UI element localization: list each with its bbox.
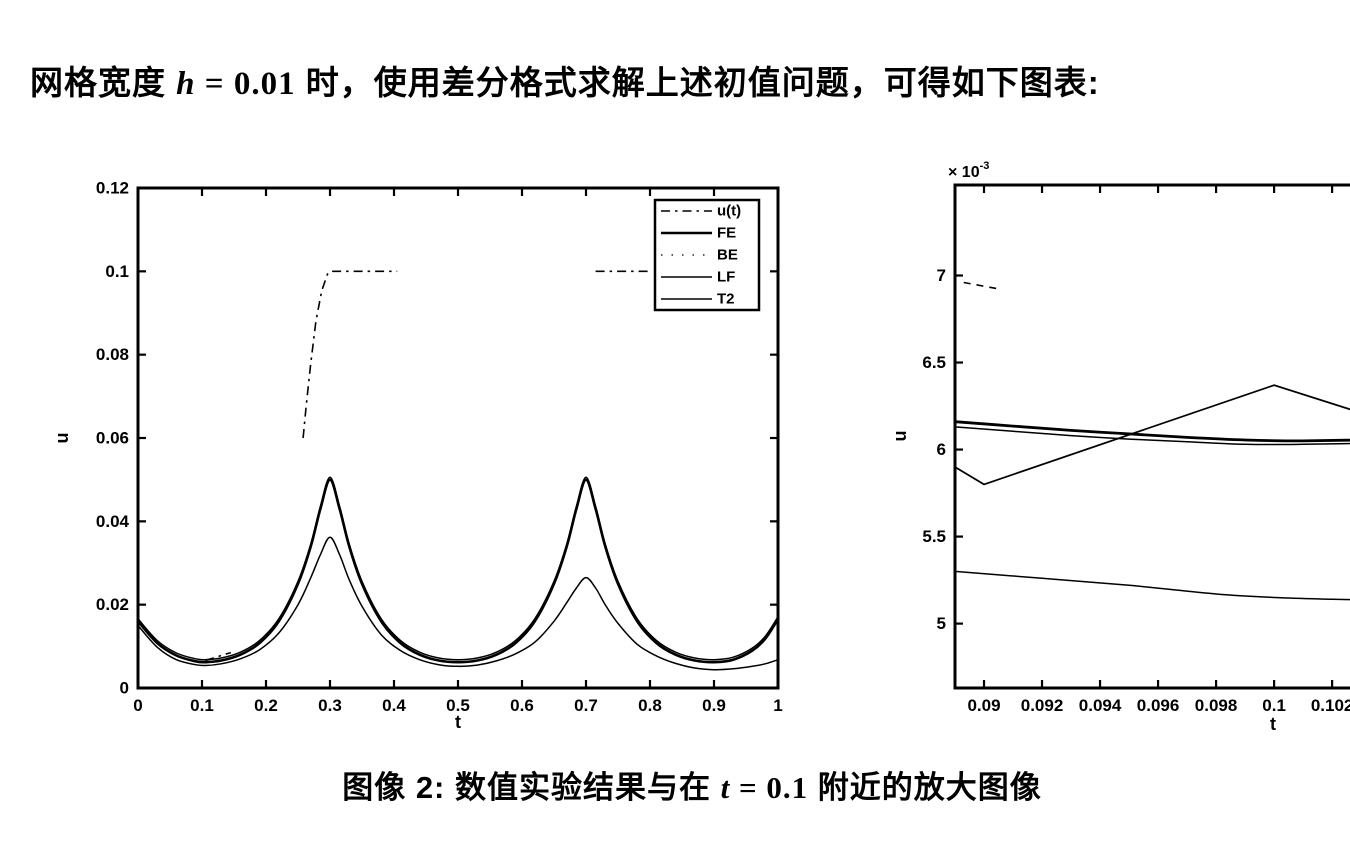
y-tick-label: 5.5 — [922, 527, 946, 546]
y-tick-label: 0.04 — [96, 512, 130, 531]
overview-legend: u(t) FE BE LF T2 — [653, 198, 761, 312]
x-tick-label: 0.096 — [1137, 696, 1180, 715]
y-tick-label: 6 — [937, 440, 946, 459]
zoom-xlabel: t — [1270, 714, 1276, 734]
caption-text-after: 附近的放大图像 — [808, 770, 1042, 805]
overview-ylabel: u — [52, 433, 72, 444]
zoom-series-FE — [954, 420, 1350, 443]
x-tick-label: 0.8 — [638, 696, 662, 715]
x-tick-label: 0.098 — [1195, 696, 1238, 715]
zoom-series-u(t) — [963, 281, 1002, 291]
x-tick-label: 0.094 — [1079, 696, 1122, 715]
y-tick-label: 0.12 — [96, 179, 129, 198]
legend-label-BE: BE — [717, 247, 738, 264]
zoom-series-LF — [954, 384, 1350, 486]
caption-math-variable: t — [720, 770, 731, 805]
overview-axes: 0 0.1 0.2 0.3 0.4 0.5 0.6 0.7 0.8 0.9 1 0 0.02 0.04 0.… — [52, 179, 783, 733]
x-tick-label: 0.3 — [318, 696, 342, 715]
x-tick-label: 0.5 — [446, 696, 470, 715]
figure-caption: 图像 2: 数值实验结果与在 t = 0.1 附近的放大图像 — [0, 762, 1350, 807]
x-tick-label: 0.7 — [574, 696, 598, 715]
zoom-y-exponent-label: × 10-3 — [948, 160, 989, 181]
overview-series-T2 — [137, 536, 779, 671]
y-tick-label: 6.5 — [922, 353, 946, 372]
x-tick-label: 0.4 — [382, 696, 406, 715]
y-tick-label: 5 — [937, 614, 946, 633]
y-tick-label: 0.02 — [96, 595, 129, 614]
heading-text-before: 网格宽度 — [30, 64, 177, 101]
legend-box — [653, 198, 761, 312]
y-tick-label: 0.1 — [105, 262, 129, 281]
zoom-figure: 0.09 0.092 0.094 0.096 0.098 0.1 0.102 5 5.5 6 6.5… — [890, 160, 1350, 734]
legend-label-FE: FE — [717, 225, 736, 242]
x-tick-label: 0.092 — [1021, 696, 1064, 715]
x-tick-label: 0.9 — [702, 696, 726, 715]
x-tick-label: 0 — [133, 696, 142, 715]
x-tick-label: 0.09 — [967, 696, 1000, 715]
y-tick-label: 0 — [120, 679, 129, 698]
caption-figure-label: 图像 2: — [342, 770, 446, 805]
caption-text-before: 数值实验结果与在 — [445, 770, 721, 805]
overview-series-LF — [137, 476, 779, 661]
heading-text-after: 时，使用差分格式求解上述初值问题，可得如下图表: — [295, 64, 1100, 101]
x-tick-label: 0.1 — [1262, 696, 1286, 715]
x-tick-label: 0.1 — [190, 696, 214, 715]
page-heading: 网格宽度 h = 0.01 时，使用差分格式求解上述初值问题，可得如下图表: — [30, 56, 1100, 104]
x-tick-label: 1 — [773, 696, 782, 715]
zoom-series-BE — [954, 426, 1350, 446]
overview-series-BE — [137, 479, 779, 663]
zoom-axes: 0.09 0.092 0.094 0.096 0.098 0.1 0.102 5 5.5 6 6.5… — [890, 160, 1350, 734]
x-tick-label: 0.2 — [254, 696, 278, 715]
heading-math-variable: h — [176, 66, 196, 102]
legend-label-T2: T2 — [717, 291, 735, 308]
overview-plot-area — [137, 270, 780, 671]
overview-xlabel: t — [455, 712, 461, 732]
caption-math-value: = 0.1 — [730, 770, 809, 805]
legend-label-LF: LF — [717, 269, 735, 286]
heading-math-value: = 0.01 — [195, 66, 296, 102]
zoom-axes-box — [953, 183, 1350, 690]
y-tick-label: 7 — [937, 266, 946, 285]
y-tick-label: 0.06 — [96, 429, 129, 448]
zoom-series-T2 — [954, 570, 1350, 601]
zoom-ylabel: u — [890, 431, 910, 442]
zoom-plot-area — [954, 184, 1350, 601]
x-tick-label: 0.6 — [510, 696, 534, 715]
y-tick-label: 0.08 — [96, 345, 129, 364]
overview-series-u(t) — [302, 270, 398, 439]
legend-label-u(t): u(t) — [717, 203, 741, 220]
overview-series-FE — [137, 478, 780, 664]
x-tick-label: 0.102 — [1311, 696, 1350, 715]
overview-figure: 0 0.1 0.2 0.3 0.4 0.5 0.6 0.7 0.8 0.9 1 0 0.02 0.04 0.… — [52, 179, 783, 733]
